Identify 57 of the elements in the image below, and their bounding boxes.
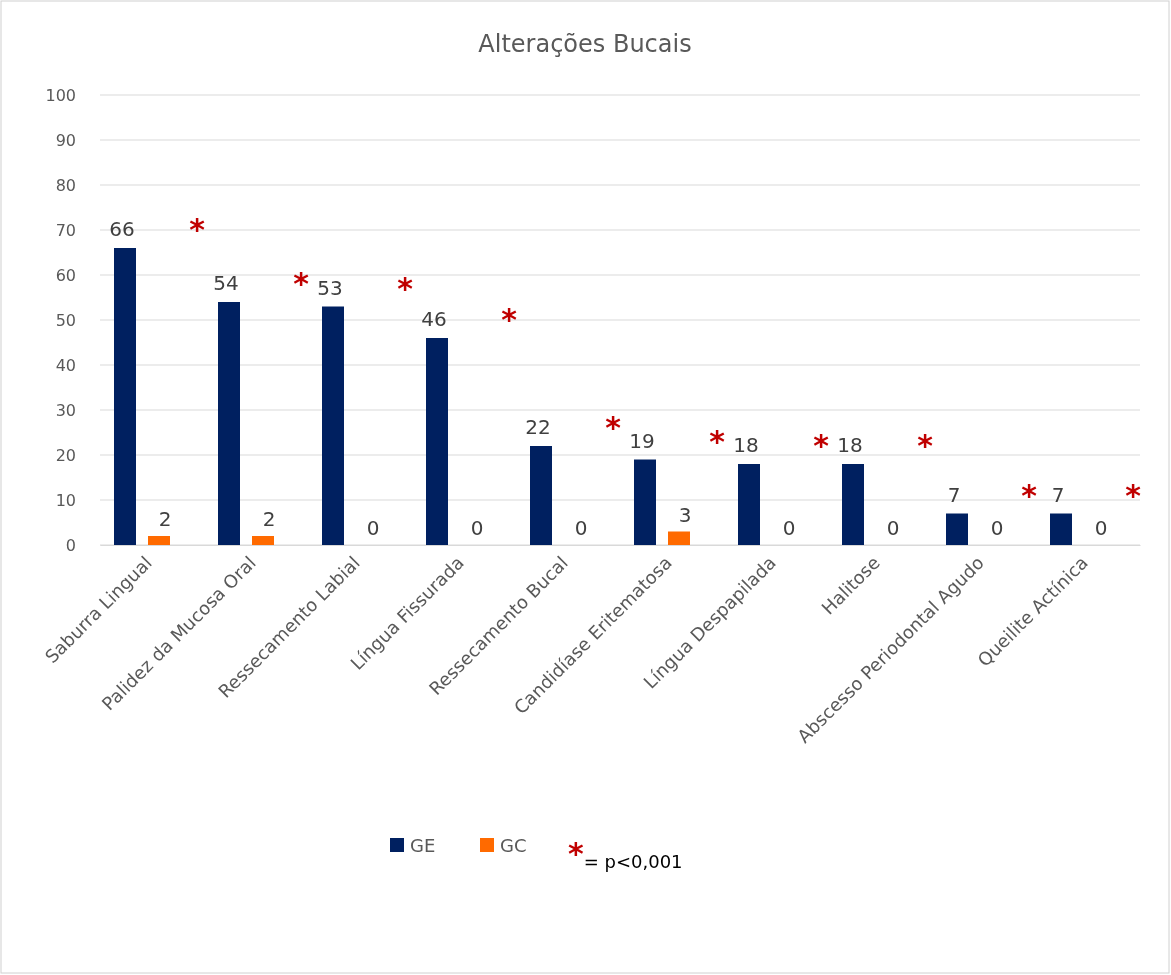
annotation: *: [709, 423, 726, 459]
data-label: 18: [837, 433, 863, 457]
bar: [148, 536, 170, 545]
data-label: 0: [782, 516, 796, 540]
y-tick-label: 10: [55, 490, 76, 510]
data-label: 66: [109, 217, 135, 241]
bar: [946, 513, 968, 545]
data-label: 0: [366, 516, 380, 540]
data-label: 46: [421, 307, 447, 331]
annotation: *: [189, 212, 206, 247]
y-tick-label: 40: [55, 355, 76, 375]
bar: [530, 446, 552, 545]
annotation: *: [293, 266, 310, 301]
legend-label: GE: [410, 835, 436, 856]
data-label: 53: [317, 275, 343, 300]
bar: [668, 531, 690, 545]
data-label: 22: [525, 415, 551, 439]
chart-title: Alterações Bucais: [478, 30, 692, 58]
bar: [218, 302, 240, 545]
bar: [842, 464, 864, 545]
annotation: *: [605, 410, 622, 445]
data-label: 0: [574, 516, 588, 540]
data-label: 3: [678, 502, 692, 527]
data-label: 7: [947, 482, 961, 507]
data-label: 54: [213, 271, 239, 295]
y-tick-label: 60: [55, 265, 76, 285]
y-tick-label: 80: [55, 175, 76, 195]
annotation: *: [813, 428, 830, 463]
annotation: *: [397, 270, 414, 306]
bar: [114, 248, 136, 545]
y-tick-label: 100: [45, 85, 76, 105]
data-label: 19: [629, 428, 655, 453]
y-tick-label: 30: [55, 400, 76, 420]
data-label: 0: [886, 516, 900, 540]
data-label: 2: [158, 507, 172, 531]
bar: [426, 338, 448, 545]
y-tick-label: 90: [55, 130, 76, 150]
data-label: 2: [262, 507, 276, 531]
bar: [322, 306, 344, 545]
annotation: *: [1021, 477, 1038, 513]
data-label: 0: [470, 516, 484, 540]
data-label: 7: [1051, 482, 1065, 507]
data-label: 0: [990, 516, 1004, 540]
bar: [1050, 513, 1072, 545]
y-tick-label: 70: [55, 220, 76, 240]
data-label: 18: [733, 433, 759, 457]
annotation: *: [1125, 477, 1142, 513]
y-tick-label: 0: [65, 535, 76, 555]
annotation: *: [501, 302, 518, 337]
legend-label: GC: [500, 835, 527, 856]
data-label: 0: [1094, 516, 1108, 540]
y-tick-label: 50: [55, 310, 76, 330]
bar: [252, 536, 274, 545]
annotation: *: [917, 428, 934, 463]
bar: [634, 459, 656, 545]
bar: [738, 464, 760, 545]
y-tick-label: 20: [55, 445, 76, 465]
